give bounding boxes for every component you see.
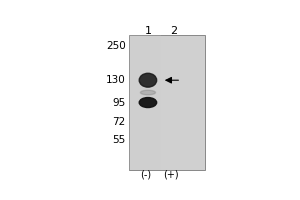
Ellipse shape bbox=[139, 73, 157, 87]
Text: 250: 250 bbox=[106, 41, 126, 51]
Text: 95: 95 bbox=[112, 98, 126, 108]
Ellipse shape bbox=[140, 90, 155, 95]
Bar bbox=[129, 35, 205, 170]
Text: 1: 1 bbox=[144, 26, 152, 36]
Text: 55: 55 bbox=[112, 135, 126, 145]
Text: 130: 130 bbox=[106, 75, 126, 85]
Text: (+): (+) bbox=[164, 169, 179, 179]
Bar bbox=[129, 35, 161, 170]
Text: (-): (-) bbox=[140, 169, 151, 179]
Ellipse shape bbox=[139, 98, 157, 108]
Text: 2: 2 bbox=[170, 26, 177, 36]
Text: 72: 72 bbox=[112, 117, 126, 127]
